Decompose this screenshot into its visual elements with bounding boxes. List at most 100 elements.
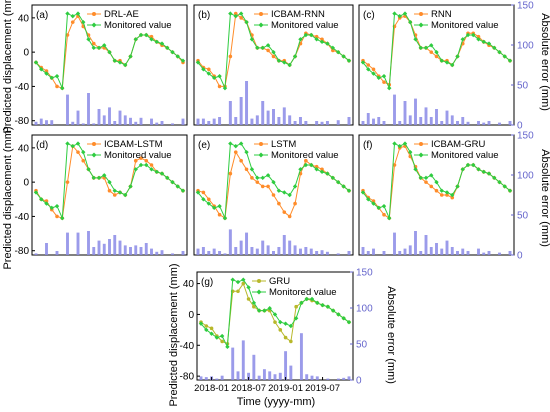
monitored-marker (149, 37, 154, 42)
error-bar (181, 251, 185, 255)
monitored-marker (293, 316, 299, 321)
predicted-marker (366, 63, 371, 67)
error-bar (429, 247, 433, 255)
monitored-marker (238, 141, 244, 146)
error-bar (315, 251, 319, 255)
monitored-marker (366, 67, 371, 72)
error-bar (414, 231, 417, 255)
legend-label: ICBAM-LSTM (104, 139, 163, 150)
predicted-marker (239, 16, 243, 20)
error-bar (228, 101, 232, 125)
error-bar (305, 374, 309, 380)
error-bar (155, 251, 159, 255)
predicted-marker (439, 193, 444, 197)
monitored-marker (154, 39, 159, 45)
monitored-marker (314, 167, 319, 172)
error-bar (435, 109, 438, 125)
legend-label: Monitored value (431, 20, 499, 31)
monitored-marker (439, 188, 444, 193)
monitored-marker (481, 169, 486, 175)
error-bar (108, 239, 111, 255)
monitored-marker (299, 300, 304, 306)
legend-swatch-marker (418, 152, 424, 158)
monitored-marker (230, 277, 235, 282)
predicted-marker (201, 190, 206, 195)
predicted-marker (277, 201, 281, 206)
error-bar (181, 118, 185, 125)
monitored-marker (44, 71, 49, 76)
error-bar (288, 115, 292, 125)
predicted-marker (445, 193, 449, 197)
monitored-marker (180, 58, 186, 63)
error-bar (92, 123, 96, 125)
monitored-marker (133, 37, 138, 42)
monitored-marker (244, 19, 249, 25)
left-tick-label: -40 (15, 212, 30, 223)
error-bar (440, 248, 444, 255)
predicted-marker (217, 84, 222, 89)
monitored-marker (39, 197, 44, 202)
monitored-marker (292, 184, 298, 189)
right-tick-label: 50 (517, 211, 529, 222)
monitored-marker (44, 201, 49, 206)
monitored-marker (287, 192, 292, 198)
legend-swatch-marker (259, 142, 263, 146)
monitored-marker (102, 173, 107, 178)
monitored-marker (450, 192, 455, 198)
error-bar (97, 109, 101, 125)
legend-label: Monitored value (104, 20, 172, 31)
legend-label: Monitored value (104, 150, 172, 161)
error-bar (234, 247, 238, 255)
error-bar (201, 118, 205, 125)
monitored-marker (271, 179, 276, 185)
monitored-marker (278, 319, 283, 325)
error-bar (450, 247, 454, 255)
error-bar (241, 340, 245, 380)
monitored-marker (283, 321, 288, 326)
right-tick-label: 100 (356, 304, 373, 315)
monitored-marker (315, 300, 320, 306)
monitored-marker (117, 190, 123, 195)
error-bar (87, 93, 90, 125)
monitored-marker (392, 141, 397, 146)
monitored-marker (249, 37, 255, 42)
monitored-marker (360, 190, 366, 195)
predicted-marker (241, 281, 246, 286)
predicted-marker (55, 84, 59, 89)
left-axis-label-middle: Predicted displacement (mm) (2, 126, 14, 269)
monitored-marker (492, 175, 497, 181)
error-bar (398, 121, 402, 125)
panel-label: (d) (36, 140, 48, 151)
monitored-marker (238, 11, 244, 16)
predicted-marker (429, 184, 434, 189)
predicted-marker (314, 34, 319, 39)
error-bar (155, 122, 159, 125)
monitored-marker (195, 190, 201, 195)
error-bar (309, 248, 313, 255)
monitored-marker (233, 13, 238, 19)
error-bar (234, 117, 238, 125)
left-tick-label: -80 (180, 372, 195, 383)
error-bar (450, 115, 454, 125)
error-bar (277, 117, 281, 125)
monitored-marker (413, 37, 418, 42)
error-bar (113, 235, 117, 255)
monitored-marker (476, 37, 481, 42)
error-bar (102, 243, 106, 255)
error-bar (212, 248, 216, 255)
error-bar (325, 121, 329, 125)
monitored-marker (397, 143, 402, 149)
error-bar (118, 110, 122, 125)
monitored-marker (260, 45, 265, 51)
monitored-marker (255, 45, 260, 51)
right-tick-label: 150 (517, 1, 534, 12)
predicted-marker (320, 167, 324, 172)
predicted-marker (273, 320, 277, 324)
error-bar (144, 243, 148, 255)
monitored-marker (282, 190, 287, 195)
error-bar (382, 121, 386, 125)
error-bar (347, 117, 351, 125)
predicted-marker (44, 69, 49, 73)
